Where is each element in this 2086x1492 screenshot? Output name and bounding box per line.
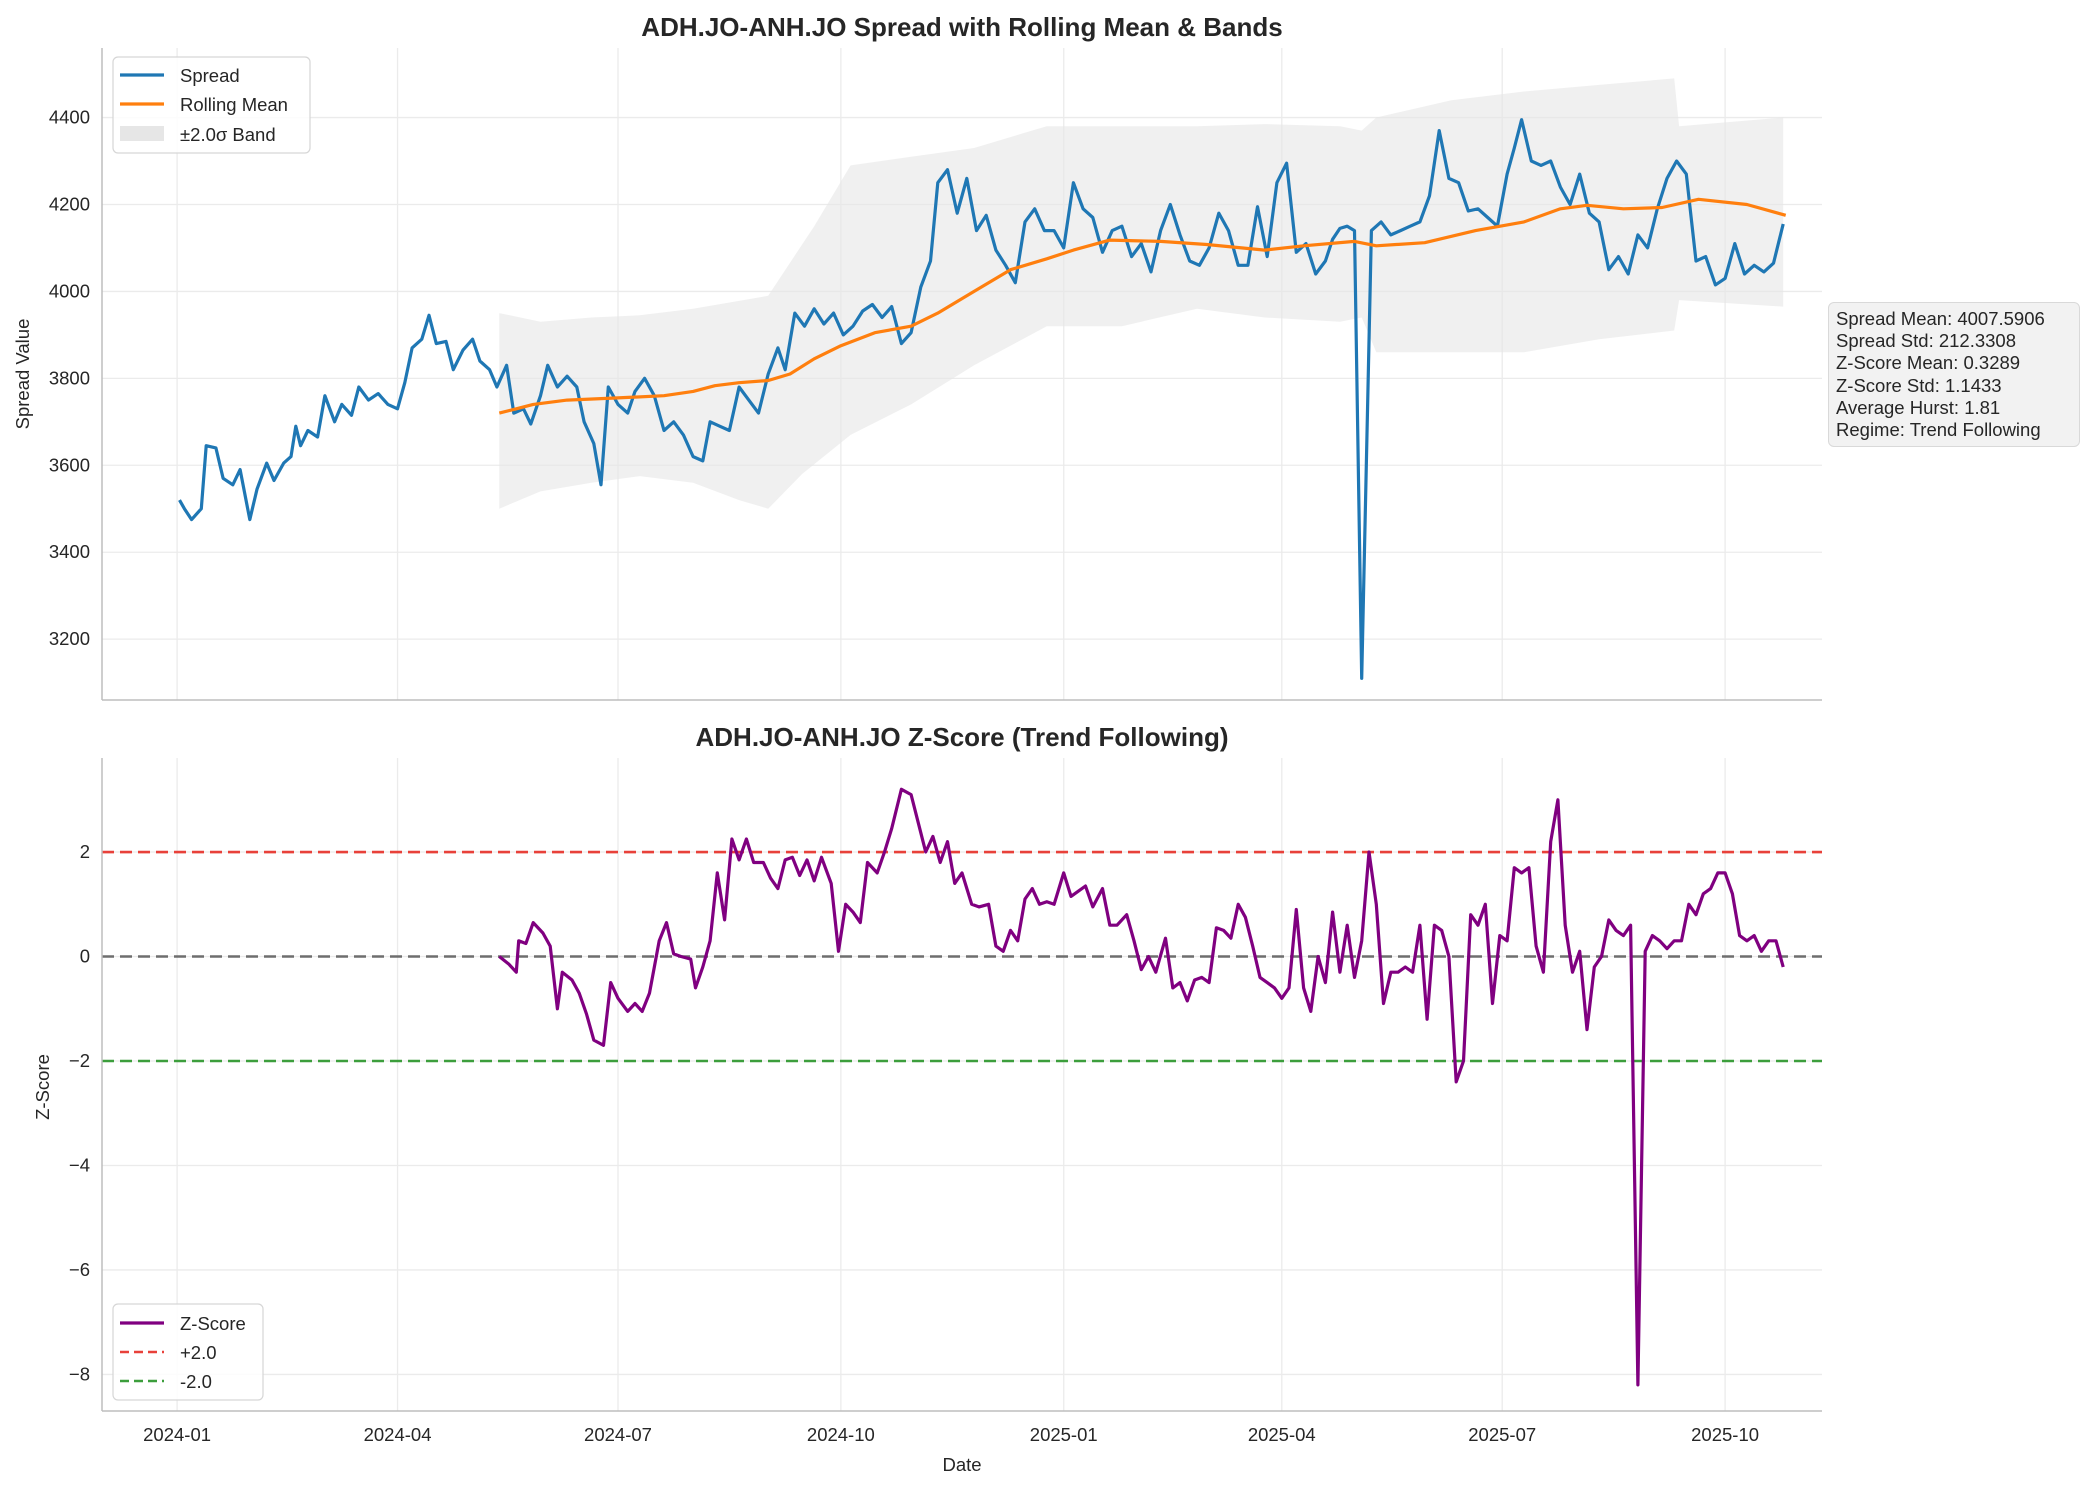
x-tick-label: 2024-10 bbox=[807, 1424, 875, 1445]
zscore-y-tick-label: −2 bbox=[69, 1050, 90, 1071]
spread-chart-title: ADH.JO-ANH.JO Spread with Rolling Mean &… bbox=[641, 12, 1282, 42]
zscore-legend: Z-Score +2.0 -2.0 bbox=[112, 1303, 264, 1401]
zscore-y-tick-labels: −8 −6 −4 −2 0 2 bbox=[69, 841, 90, 1384]
stat-average-hurst: Average Hurst: 1.81 bbox=[1836, 396, 2001, 418]
legend-band-swatch bbox=[120, 126, 164, 141]
zscore-panel: −8−6−4−202 2024-01 2024-04 2024-07 2024-10 2… bbox=[32, 722, 1822, 1475]
rolling-mean-series-line bbox=[498, 197, 1787, 415]
x-tick-label: 2025-01 bbox=[1030, 1424, 1098, 1445]
spread-y-tick-label: 3600 bbox=[49, 454, 90, 475]
spread-y-tick-label: 3200 bbox=[49, 628, 90, 649]
stat-spread-std: Spread Std: 212.3308 bbox=[1836, 330, 2017, 352]
zscore-y-tick-label: 2 bbox=[80, 841, 90, 862]
stat-zscore-std: Z-Score Std: 1.1433 bbox=[1836, 374, 2002, 396]
zscore-series-line bbox=[498, 787, 1785, 1387]
zscore-y-tick-label: −8 bbox=[69, 1363, 90, 1384]
x-tick-label: 2025-07 bbox=[1468, 1424, 1536, 1445]
zscore-y-tick-label: −4 bbox=[69, 1154, 90, 1175]
spread-y-tick-label: 3400 bbox=[49, 541, 90, 562]
stat-spread-mean: Spread Mean: 4007.5906 bbox=[1836, 308, 2045, 329]
zscore-chart-title: ADH.JO-ANH.JO Z-Score (Trend Following) bbox=[695, 722, 1228, 752]
x-axis-label: Date bbox=[942, 1454, 981, 1475]
legend-spread-label: Spread bbox=[180, 65, 240, 86]
legend-upper-label: +2.0 bbox=[180, 1342, 217, 1363]
legend-zscore-label: Z-Score bbox=[180, 1313, 246, 1334]
spread-panel: 3200 3400 3600 3800 4000 4200 4400 ADH.JO-ANH.… bbox=[12, 12, 1822, 701]
legend-rolling-mean-label: Rolling Mean bbox=[180, 94, 288, 115]
legend-lower-label: -2.0 bbox=[180, 1371, 212, 1392]
spread-y-tick-label: 3800 bbox=[49, 367, 90, 388]
stat-regime: Regime: Trend Following bbox=[1836, 419, 2041, 441]
sigma-band-area bbox=[499, 78, 1784, 509]
x-tick-label: 2024-04 bbox=[364, 1424, 432, 1445]
statistics-box: Spread Mean: 4007.5906 Spread Std: 212.3… bbox=[1828, 302, 2080, 448]
spread-y-tick-label: 4200 bbox=[49, 193, 90, 214]
x-tick-label: 2024-01 bbox=[143, 1424, 211, 1445]
spread-y-tick-labels: 3200 3400 3600 3800 4000 4200 4400 bbox=[49, 107, 90, 650]
x-tick-label: 2025-04 bbox=[1248, 1424, 1316, 1445]
legend-band-label: ±2.0σ Band bbox=[180, 124, 276, 145]
spread-y-tick-label: 4000 bbox=[49, 280, 90, 301]
spread-series-line bbox=[178, 118, 1785, 680]
zscore-y-tick-label: −6 bbox=[69, 1259, 90, 1280]
x-tick-labels: 2024-01 2024-04 2024-07 2024-10 2025-01 2025-… bbox=[143, 1424, 1759, 1445]
spread-y-axis-label: Spread Value bbox=[12, 319, 33, 430]
zscore-legend-box bbox=[112, 1303, 264, 1401]
zscore-y-axis-label: Z-Score bbox=[32, 1054, 53, 1120]
spread-y-tick-label: 4400 bbox=[49, 107, 90, 128]
stat-zscore-mean: Z-Score Mean: 0.3289 bbox=[1836, 352, 2021, 374]
spread-legend: Spread Rolling Mean ±2.0σ Band bbox=[112, 56, 311, 154]
zscore-y-tick-label: 0 bbox=[80, 946, 90, 967]
x-tick-label: 2024-07 bbox=[584, 1424, 652, 1445]
x-tick-label: 2025-10 bbox=[1691, 1424, 1759, 1445]
